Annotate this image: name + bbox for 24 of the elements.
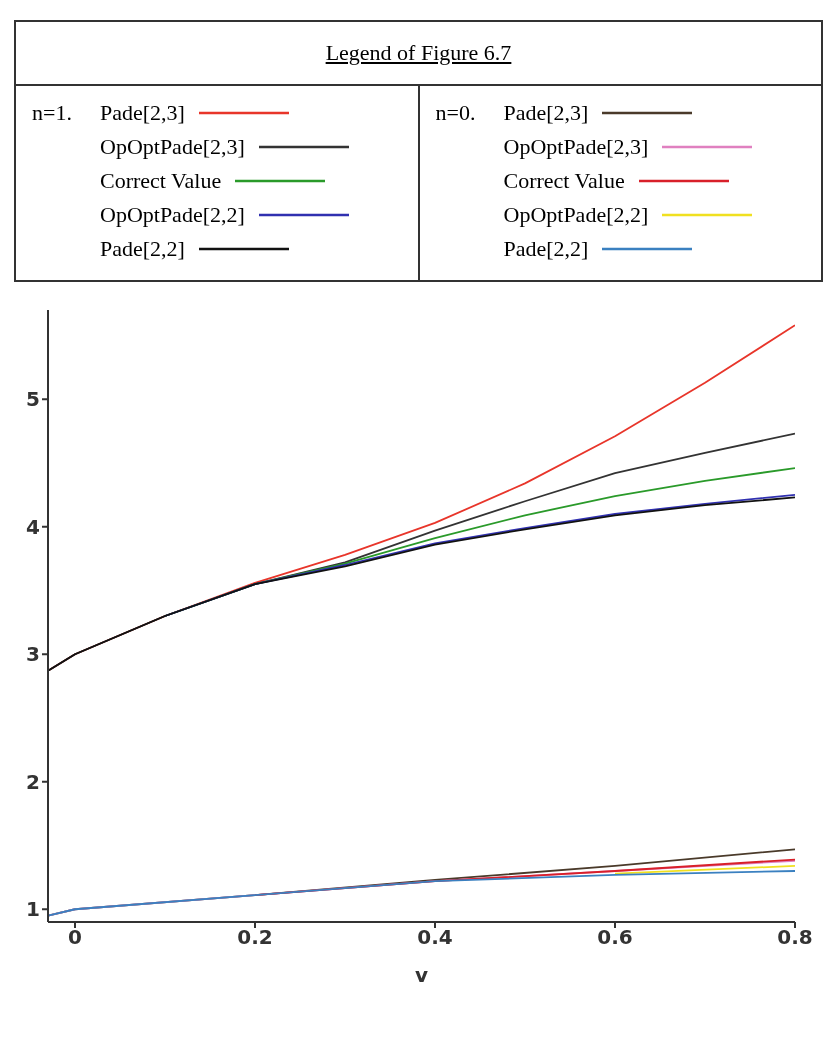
x-tick-label: 0.6 [597, 925, 633, 950]
y-tick-label: 1 [26, 897, 40, 922]
y-tick-label: 4 [26, 514, 40, 539]
legend-label: OpOptPade[2,3] [100, 134, 245, 160]
y-tick-label: 2 [26, 769, 40, 794]
legend-label: OpOptPade[2,2] [503, 202, 649, 228]
legend-label: Pade[2,2] [503, 236, 589, 262]
y-tick-label: 5 [26, 387, 40, 412]
legend-label: Correct Value [503, 168, 625, 194]
legend-label: Correct Value [100, 168, 222, 194]
legend-label: Pade[2,3] [100, 100, 185, 126]
y-tick-label: 3 [26, 642, 40, 667]
legend-label: Pade[2,3] [503, 100, 589, 126]
legend-label: OpOptPade[2,3] [503, 134, 649, 160]
text: n=1. [32, 100, 73, 126]
legend-label: Pade[2,2] [100, 236, 185, 262]
x-tick-label: 0.4 [417, 925, 453, 950]
legend-label: OpOptPade[2,2] [100, 202, 245, 228]
x-tick-label: 0.8 [777, 925, 813, 950]
x-tick-label: 0.2 [237, 925, 273, 950]
text: n=0. [435, 100, 477, 126]
x-tick-label: 0 [68, 925, 82, 950]
x-axis-title: v [414, 963, 429, 987]
legend-title: Legend of Figure 6.7 [16, 22, 821, 86]
